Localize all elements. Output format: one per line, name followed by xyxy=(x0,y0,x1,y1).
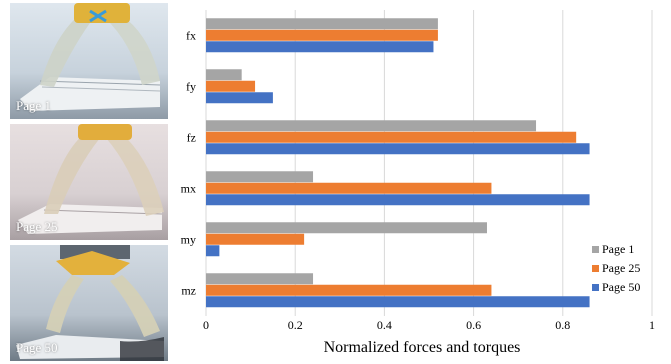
legend-swatch xyxy=(592,246,599,253)
legend-label: Page 1 xyxy=(602,242,634,256)
bar xyxy=(206,182,492,194)
x-tick-label: 0.8 xyxy=(555,318,570,332)
x-axis-label: Normalized forces and torques xyxy=(324,339,521,356)
photo-page-50: Page 50 xyxy=(10,245,168,361)
category-label: fz xyxy=(187,131,196,145)
bar xyxy=(206,171,314,183)
bar xyxy=(206,18,438,30)
bar xyxy=(206,194,590,206)
x-tick-labels: 0 0.2 0.4 0.6 0.8 1 xyxy=(203,318,655,332)
x-tick-label: 1 xyxy=(649,318,655,332)
legend-label: Page 50 xyxy=(602,280,640,294)
gripper-photo-image xyxy=(10,245,168,361)
legend: Page 1 Page 25 Page 50 xyxy=(592,242,640,294)
bar-chart: fx fy fz mx my mz 0 0.2 0.4 0.6 0.8 1 Normalized f… xyxy=(181,10,655,356)
category-label: mz xyxy=(181,284,196,298)
photo-page-1: Page 1 xyxy=(10,3,168,119)
bar xyxy=(206,245,220,257)
bar xyxy=(206,284,492,296)
category-label: my xyxy=(181,233,196,247)
bar xyxy=(206,120,537,132)
legend-label: Page 25 xyxy=(602,261,640,275)
x-tick-label: 0.6 xyxy=(466,318,481,332)
gripper-photo-image xyxy=(10,3,168,119)
grid-lines xyxy=(205,10,653,316)
legend-swatch xyxy=(592,265,599,272)
x-tick-label: 0 xyxy=(203,318,209,332)
legend-swatch xyxy=(592,284,599,291)
bars xyxy=(206,18,590,308)
bar xyxy=(206,80,256,92)
bar xyxy=(206,233,305,245)
photo-page-25: Page 25 xyxy=(10,124,168,240)
bar xyxy=(206,131,577,143)
page-caption: Page 50 xyxy=(16,340,58,355)
page-caption: Page 25 xyxy=(16,219,58,234)
bar xyxy=(206,143,590,155)
gripper-photo-image xyxy=(10,124,168,240)
x-tick-label: 0.2 xyxy=(288,318,303,332)
bar xyxy=(206,69,242,81)
category-label: fy xyxy=(186,80,196,94)
bar xyxy=(206,92,273,104)
bar xyxy=(206,222,487,234)
category-labels: fx fy fz mx my mz xyxy=(181,29,196,298)
bar xyxy=(206,273,314,285)
x-tick-label: 0.4 xyxy=(377,318,392,332)
bar xyxy=(206,296,590,308)
category-label: mx xyxy=(181,182,196,196)
bar xyxy=(206,41,434,53)
bar xyxy=(206,29,438,41)
category-label: fx xyxy=(186,29,196,43)
page-caption: Page 1 xyxy=(16,98,52,113)
